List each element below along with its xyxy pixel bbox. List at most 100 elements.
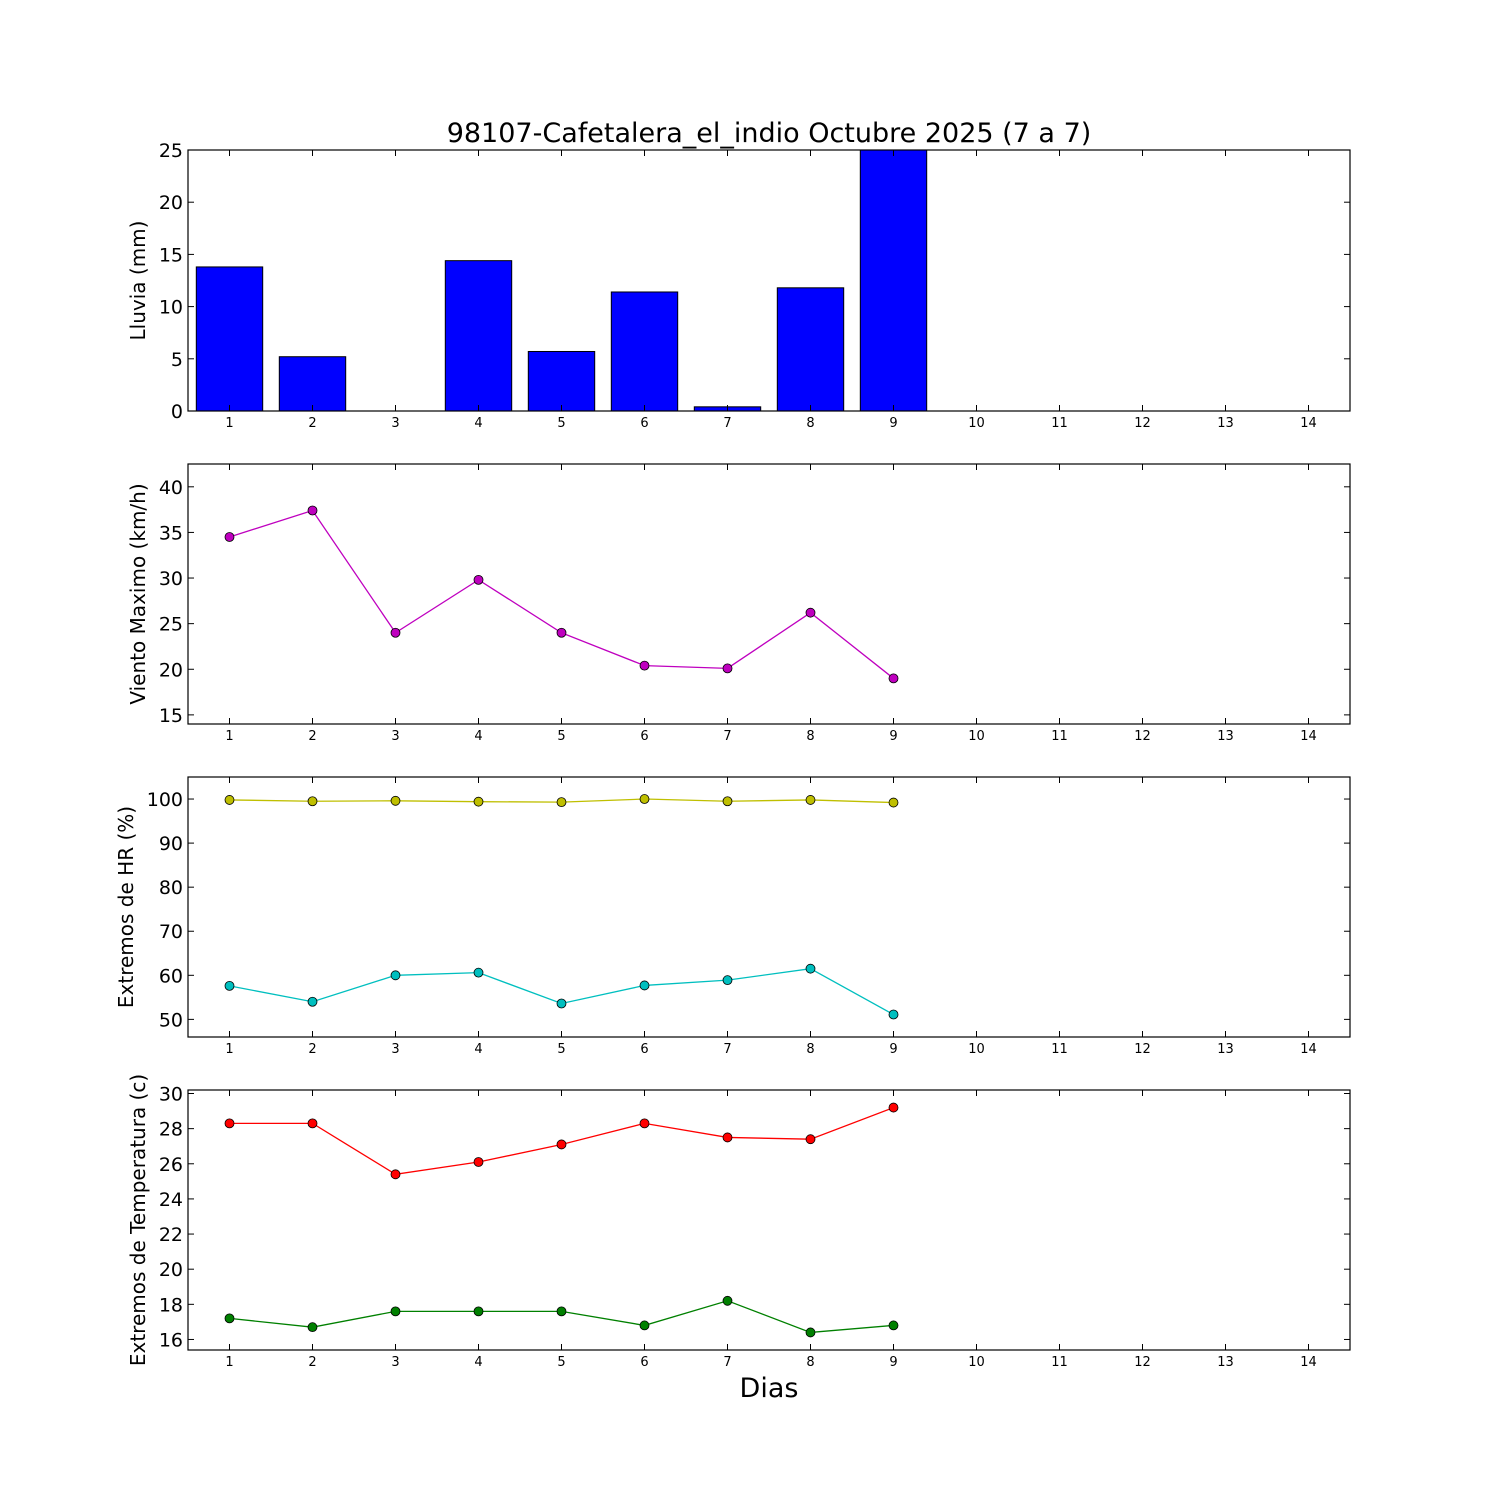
- data-point-2-day-5: [556, 1306, 567, 1317]
- x-tick-label: 7: [723, 1355, 731, 1370]
- plot-area: [195, 150, 928, 411]
- y-tick-label: 40: [159, 477, 183, 499]
- data-point-1-day-6: [639, 794, 650, 804]
- data-point-1-day-4: [473, 796, 484, 807]
- x-tick-label: 6: [640, 729, 648, 744]
- chart-panel-4: 1 2 3 4 5 6 7 8 9 10 11 12 13 141618202224262830Extre…: [126, 1074, 1351, 1370]
- x-tick-label: 12: [1134, 416, 1151, 431]
- data-point-2-day-1: [224, 1313, 235, 1324]
- x-tick-label: 1: [225, 1042, 233, 1057]
- y-tick-label: 16: [159, 1329, 183, 1351]
- axes-frame: [187, 149, 1351, 412]
- x-tick-label: 6: [640, 1042, 648, 1057]
- data-point-1-day-9: [888, 797, 899, 808]
- data-point-2-day-7: [722, 1295, 733, 1306]
- x-tick-label: 11: [1051, 1355, 1068, 1370]
- axes-frame: [187, 1089, 1351, 1351]
- y-tick-label: 26: [159, 1154, 183, 1176]
- x-tick-label: 1: [225, 1355, 233, 1370]
- data-point-2-day-2: [307, 996, 318, 1007]
- y-tick-label: 60: [159, 965, 183, 987]
- bar-day-1: [195, 266, 264, 411]
- x-tick-label: 7: [723, 729, 731, 744]
- x-tick-label: 13: [1217, 1042, 1234, 1057]
- y-tick-label: 35: [159, 522, 183, 544]
- data-point-2-day-7: [722, 975, 733, 986]
- data-point-1-day-5: [556, 797, 567, 808]
- data-point-1-day-5: [556, 1139, 567, 1150]
- x-tick-label: 2: [308, 1355, 316, 1370]
- x-tick-label: 4: [474, 729, 482, 744]
- x-tick-label: 2: [308, 416, 316, 431]
- data-point-1-day-8: [805, 1134, 816, 1145]
- data-point-1-day-2: [307, 1118, 318, 1129]
- data-point-2-day-9: [888, 1009, 899, 1020]
- y-tick-label: 15: [159, 705, 183, 727]
- bar-day-9: [859, 150, 928, 411]
- data-point-2-day-8: [805, 963, 816, 974]
- x-tick-label: 13: [1217, 1355, 1234, 1370]
- x-tick-label: 9: [889, 729, 897, 744]
- data-point-1-day-8: [805, 607, 816, 618]
- data-point-1-day-4: [473, 1157, 484, 1167]
- x-tick-label: 7: [723, 416, 731, 431]
- y-tick-label: 18: [159, 1294, 183, 1316]
- x-tick-label: 9: [889, 1355, 897, 1370]
- plot-area: [224, 1102, 899, 1338]
- x-tick-label: 10: [968, 416, 985, 431]
- data-point-1-day-6: [639, 660, 650, 671]
- data-point-1-day-7: [722, 796, 733, 807]
- data-point-1-day-4: [473, 574, 484, 585]
- y-tick-label: 30: [159, 568, 183, 590]
- x-tick-label: 5: [557, 1042, 565, 1057]
- x-tick-label: 14: [1300, 416, 1317, 431]
- y-tick-label: 70: [159, 921, 183, 943]
- data-point-1-day-2: [307, 505, 318, 516]
- bar-day-2: [278, 356, 347, 411]
- y-tick-label: 5: [171, 349, 183, 371]
- y-axis-label: Extremos de Temperatura (c): [126, 1074, 150, 1366]
- data-point-2-day-6: [639, 980, 650, 991]
- x-tick-label: 8: [806, 1355, 814, 1370]
- x-tick-label: 10: [968, 1355, 985, 1370]
- chart-panel-3: 1 2 3 4 5 6 7 8 9 10 11 12 13 145060708090100Extremos…: [114, 776, 1351, 1057]
- data-point-1-day-1: [224, 532, 235, 542]
- y-tick-label: 30: [159, 1084, 183, 1106]
- x-tick-label: 1: [225, 729, 233, 744]
- x-tick-label: 12: [1134, 729, 1151, 744]
- x-tick-label: 5: [557, 1355, 565, 1370]
- y-tick-label: 100: [147, 789, 183, 811]
- y-tick-label: 22: [159, 1224, 183, 1246]
- plot-area: [224, 505, 899, 684]
- x-tick-label: 7: [723, 1042, 731, 1057]
- x-tick-label: 3: [391, 416, 399, 431]
- y-axis-label: Viento Maximo (km/h): [126, 483, 150, 704]
- x-axis-label: Dias: [740, 1373, 799, 1404]
- y-axis-label: Extremos de HR (%): [114, 806, 138, 1008]
- x-tick-label: 13: [1217, 729, 1234, 744]
- y-tick-label: 20: [159, 192, 183, 214]
- x-tick-label: 6: [640, 416, 648, 431]
- data-point-2-day-3: [390, 1306, 401, 1317]
- x-tick-label: 8: [806, 416, 814, 431]
- data-point-1-day-7: [722, 1132, 733, 1143]
- data-point-2-day-4: [473, 1306, 484, 1317]
- data-point-2-day-4: [473, 967, 484, 978]
- y-tick-label: 10: [159, 297, 183, 319]
- data-point-1-day-3: [390, 795, 401, 806]
- x-tick-label: 11: [1051, 1042, 1068, 1057]
- x-tick-label: 2: [308, 1042, 316, 1057]
- data-point-2-day-5: [556, 998, 567, 1009]
- y-tick-label: 20: [159, 1259, 183, 1281]
- x-tick-label: 11: [1051, 416, 1068, 431]
- x-tick-label: 14: [1300, 1042, 1317, 1057]
- data-point-1-day-9: [888, 673, 899, 684]
- x-tick-label: 2: [308, 729, 316, 744]
- data-point-1-day-1: [224, 795, 235, 805]
- x-tick-label: 3: [391, 729, 399, 744]
- y-axis-label: Lluvia (mm): [126, 221, 150, 341]
- data-point-1-day-2: [307, 796, 318, 807]
